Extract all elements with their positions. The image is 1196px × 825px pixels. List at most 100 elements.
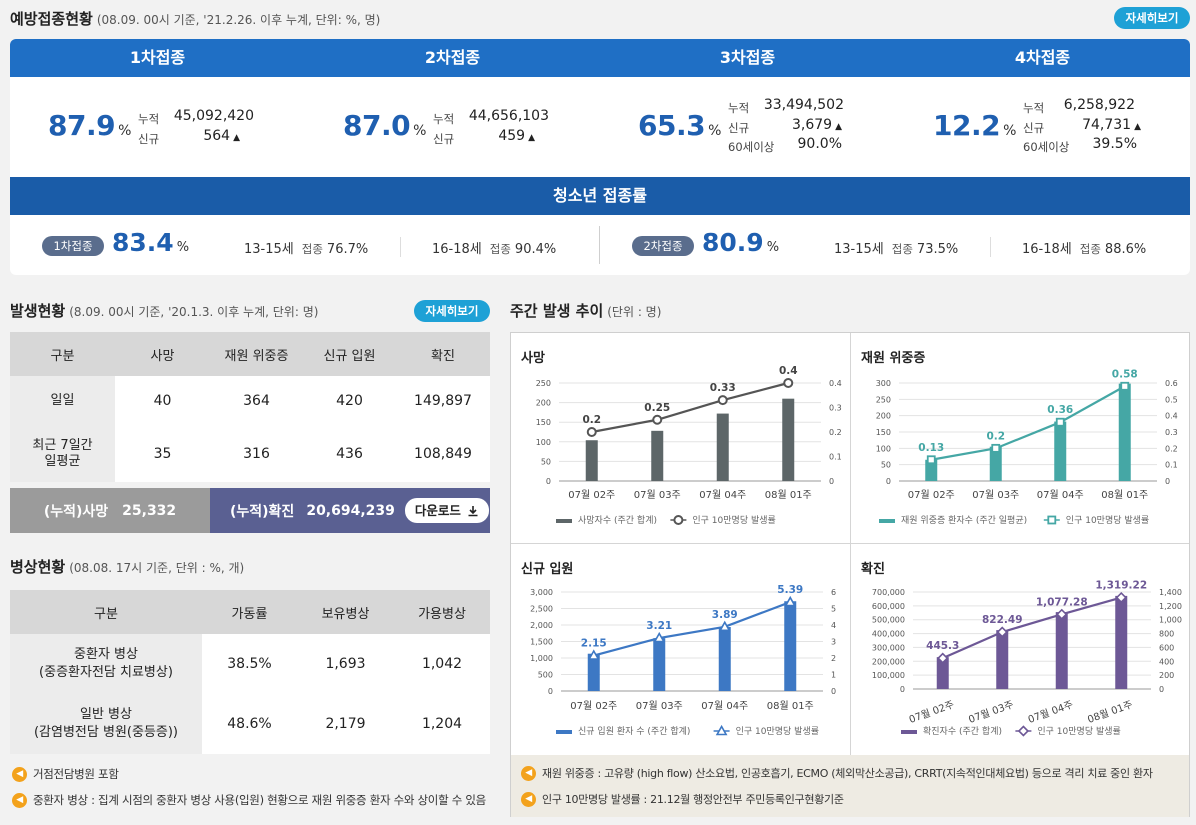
dose-1-rate-value: 87.9 — [48, 109, 116, 142]
table-row: 중환자 병상 (중증환자전담 치료병상) 38.5% 1,693 1,042 — [10, 634, 490, 694]
weekly-subtitle: (단위 : 명) — [607, 305, 662, 319]
rate-line — [931, 385, 1126, 461]
y-tick-label: 300,000 — [872, 643, 905, 652]
dose-header-2: 2차접종 — [424, 48, 481, 67]
y-tick-label: 500,000 — [872, 616, 905, 625]
y-tick-label: 150 — [876, 428, 891, 437]
line-point — [673, 515, 684, 525]
y2-tick-label: 800 — [1159, 630, 1174, 639]
y2-tick-label: 600 — [1159, 643, 1174, 652]
download-label: 다운로드 — [414, 503, 461, 518]
youth-header: 청소년 접종률 — [10, 177, 1190, 215]
x-tick-label: 07월 02주 — [908, 489, 955, 501]
x-tick-label: 07월 04주 — [1026, 699, 1074, 726]
row-label: 최근 7일간 일평균 — [10, 426, 115, 482]
dose-3-new: 3,679 ▲ — [758, 117, 842, 133]
line-point — [717, 395, 728, 406]
line-point — [1047, 515, 1057, 525]
x-tick-label: 07월 04주 — [699, 489, 746, 501]
dose-2-new-value: 459 — [498, 128, 526, 144]
row-label-line: (중증환자전담 치료병상) — [39, 665, 173, 680]
row-label: 일반 병상 (감염병전담 병원(중등증)) — [10, 694, 202, 754]
rate-value: 76.7% — [326, 242, 369, 257]
dose-2-rate-value: 87.0 — [343, 109, 411, 142]
x-tick-label: 07월 02주 — [568, 489, 615, 501]
y-tick-label: 300 — [876, 379, 891, 388]
beds-note-text: 거점전담병원 포함 — [33, 767, 119, 781]
row-label-line: 일반 병상 — [80, 707, 132, 722]
download-icon — [468, 505, 478, 516]
critical-chart-svg: 0 50 100 150 200 250 300 0 0.1 0.2 0.3 0.4 0.5 0.6 07월… — [876, 368, 1178, 526]
y-tick-label: 700,000 — [872, 588, 905, 597]
cumulative-death-value: 25,332 — [122, 502, 177, 519]
vaccination-detail-button[interactable]: 자세히보기 — [1114, 7, 1190, 29]
bar — [782, 398, 795, 481]
y2-tick-label: 1 — [831, 671, 836, 680]
occurrence-subtitle: (8.09. 00시 기준, '20.1.3. 이후 누계, 단위: 명) — [69, 305, 319, 319]
dose-4-age-value: 39.5% — [1092, 136, 1137, 152]
table-cell: 108,849 — [414, 446, 472, 462]
table-row: 일일 40 364 420 149,897 — [10, 376, 490, 426]
y2-tick-label: 0 — [829, 477, 834, 486]
table-cell: 40 — [153, 393, 172, 409]
y2-tick-label: 4 — [831, 621, 836, 630]
age-label: 13-15세 — [834, 242, 884, 257]
dose-2-cum-label: 누적 — [433, 112, 455, 126]
line-point — [1056, 608, 1068, 620]
row-label: 일일 — [10, 376, 115, 426]
dose-header-3: 3차접종 — [719, 48, 776, 67]
y-tick-label: 100 — [536, 438, 551, 447]
legend-label: 인구 10만명당 발생률 — [692, 515, 775, 526]
header-cell: 가용병상 — [418, 606, 466, 622]
dose-3-rate-value: 65.3 — [638, 109, 706, 142]
dose-4-cum-label: 누적 — [1023, 101, 1045, 115]
legend-label: 확진자수 (주간 합계) — [923, 725, 1002, 737]
rate-value: 73.5% — [916, 242, 959, 257]
youth-dose-2-age-13-15: 13-15세 접종 73.5% — [834, 238, 958, 257]
vaccination-title: 예방접종현황 (08.09. 00시 기준, '21.2.26. 이후 누계, 단… — [10, 8, 380, 29]
dose-4-stats: 12.2% 누적 6,258,922 신규 74,731 ▲ 60세이상 39.5… — [895, 77, 1190, 215]
bar — [585, 440, 598, 481]
legend-label: 인구 10만명당 발생률 — [736, 726, 819, 737]
y-tick-label: 500 — [538, 671, 553, 680]
bar — [989, 446, 1002, 481]
dose-1-new: 564 ▲ — [168, 128, 240, 144]
data-label: 1,319.22 — [1095, 580, 1147, 592]
speaker-icon: ◀ — [521, 791, 536, 807]
download-button[interactable]: 다운로드 — [404, 498, 489, 523]
y2-tick-label: 0.1 — [1165, 461, 1178, 470]
weekly-title-text: 주간 발생 추이 — [510, 302, 604, 320]
beds-note-1: ◀ 거점전담병원 포함 — [12, 766, 119, 782]
dose-2-rate: 87.0% — [343, 109, 426, 142]
y-tick-label: 0 — [886, 477, 891, 486]
rate-line — [593, 601, 791, 657]
line-point — [784, 595, 797, 607]
divider — [850, 333, 851, 755]
beds-title-text: 병상현황 — [10, 558, 66, 576]
divider — [599, 226, 600, 264]
table-cell: 149,897 — [414, 393, 472, 409]
data-label: 5.39 — [777, 584, 803, 596]
bar — [587, 653, 600, 691]
dose-4-rate-unit: % — [1003, 123, 1016, 139]
line-point — [653, 631, 666, 643]
y-tick-label: 3,000 — [530, 588, 553, 597]
youth-dose-2-rate-unit: % — [766, 240, 780, 255]
dose-1-new-value: 564 — [203, 128, 231, 144]
occurrence-detail-button[interactable]: 자세히보기 — [414, 300, 490, 322]
speaker-icon: ◀ — [12, 792, 27, 808]
dose-4-rate-value: 12.2 — [933, 109, 1001, 142]
x-tick-label: 07월 03주 — [972, 489, 1019, 501]
speaker-icon: ◀ — [12, 766, 27, 782]
dose-2-rate-unit: % — [413, 123, 426, 139]
occurrence-title-text: 발생현황 — [10, 302, 66, 320]
x-tick-label: 07월 03주 — [967, 699, 1015, 726]
y-tick-label: 1,000 — [530, 654, 553, 663]
x-tick-label: 08월 01주 — [765, 489, 812, 501]
data-label: 0.4 — [779, 365, 798, 377]
y2-tick-label: 1,000 — [1159, 616, 1182, 625]
line-point — [587, 649, 600, 660]
rate-label: 접종 — [1079, 242, 1101, 256]
y2-tick-label: 200 — [1159, 671, 1174, 680]
x-tick-label: 07월 03주 — [634, 489, 681, 501]
